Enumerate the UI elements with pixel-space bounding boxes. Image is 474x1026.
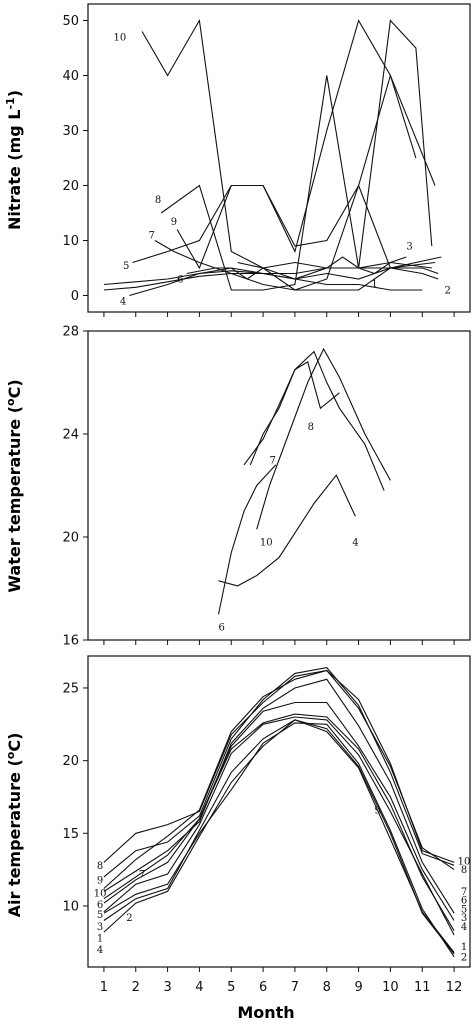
y-tick-label: 10 <box>62 234 79 249</box>
series-line-2 <box>103 722 455 958</box>
water-temperature-y-axis-label: Water temperature (oC) <box>4 379 24 592</box>
series-label-4: 4 <box>352 538 358 549</box>
series-label-10: 10 <box>260 538 273 549</box>
series-line-3 <box>103 716 455 936</box>
x-tick-label: 12 <box>446 980 463 995</box>
series-line-6 <box>217 464 277 615</box>
series-right-label-5: 5 <box>461 904 467 915</box>
series-label-1: 1 <box>371 279 377 290</box>
series-line-7 <box>103 678 455 914</box>
series-right-label-2: 2 <box>461 952 467 963</box>
series-right-label-7: 7 <box>461 887 467 898</box>
series-line-8 <box>103 669 455 871</box>
series-right-label-6: 6 <box>461 896 467 907</box>
x-tick-label: 10 <box>382 980 399 995</box>
plot-frame <box>87 3 471 313</box>
y-tick-label: 10 <box>62 899 79 914</box>
series-label-7: 7 <box>148 231 154 242</box>
x-tick-label: 9 <box>354 980 362 995</box>
series-label-3: 3 <box>97 922 103 933</box>
y-tick-label: 15 <box>62 827 79 842</box>
series-line-4 <box>129 267 439 297</box>
series-label-4: 4 <box>97 945 103 956</box>
y-tick-label: 30 <box>62 124 79 139</box>
series-label-9: 9 <box>374 806 380 817</box>
y-tick-label: 20 <box>62 179 79 194</box>
series-line-3 <box>237 256 407 280</box>
x-tick-label: 6 <box>259 980 267 995</box>
series-label-10: 10 <box>113 33 126 44</box>
series-right-label-8: 8 <box>461 865 467 876</box>
x-tick-label: 7 <box>291 980 299 995</box>
series-line-6 <box>186 261 432 280</box>
nitrate-y-axis-label: Nitrate (mg L-1) <box>4 90 24 230</box>
y-tick-label: 24 <box>62 428 79 443</box>
series-label-5: 5 <box>97 910 103 921</box>
series-label-2: 2 <box>126 913 132 924</box>
series-line-5 <box>132 184 442 269</box>
series-line-1 <box>103 719 455 955</box>
series-label-8: 8 <box>97 861 103 872</box>
y-tick-label: 20 <box>62 531 79 546</box>
x-tick-label: 8 <box>323 980 331 995</box>
series-right-label-4: 4 <box>461 922 467 933</box>
series-line-9 <box>103 667 455 878</box>
series-label-9: 9 <box>171 217 177 228</box>
y-tick-label: 50 <box>62 14 79 29</box>
y-tick-label: 16 <box>62 634 79 649</box>
series-line-6 <box>103 701 455 921</box>
series-label-8: 8 <box>155 195 161 206</box>
series-right-label-10: 10 <box>458 856 471 867</box>
y-tick-label: 0 <box>71 289 79 304</box>
series-label-9: 9 <box>97 875 103 886</box>
series-line-10 <box>103 669 455 889</box>
water-temperature-panel: 16 20 24 28 4 6 7 8 10 <box>62 325 471 649</box>
plot-frame <box>87 655 471 968</box>
series-right-label-3: 3 <box>461 913 467 924</box>
series-label-6: 6 <box>219 623 225 634</box>
x-tick-label: 1 <box>100 980 108 995</box>
series-line-4 <box>218 474 356 587</box>
air-temperature-y-axis-label: Air temperature (oC) <box>4 733 24 918</box>
series-label-6: 6 <box>97 900 103 911</box>
series-line-8 <box>243 350 385 491</box>
series-label-4: 4 <box>120 297 126 308</box>
series-label-1: 1 <box>97 933 103 944</box>
series-right-label-1: 1 <box>461 942 467 953</box>
series-line-10 <box>141 18 436 291</box>
x-axis-label: Month <box>237 1003 294 1022</box>
series-label-7: 7 <box>269 455 275 466</box>
y-tick-label: 20 <box>62 754 79 769</box>
series-line-8 <box>160 19 433 291</box>
x-tick-label: 4 <box>195 980 203 995</box>
y-tick-label: 40 <box>62 69 79 84</box>
x-tick-label: 2 <box>132 980 140 995</box>
series-label-10: 10 <box>94 888 107 899</box>
x-tick-label: 3 <box>163 980 171 995</box>
series-label-7: 7 <box>139 869 145 880</box>
series-line-9 <box>176 19 417 270</box>
x-tick-label: 11 <box>414 980 431 995</box>
series-label-3: 3 <box>406 242 412 253</box>
y-tick-label: 28 <box>62 325 79 340</box>
series-label-8: 8 <box>308 422 314 433</box>
series-line-7 <box>249 361 340 466</box>
y-tick-label: 25 <box>62 681 79 696</box>
series-label-6: 6 <box>177 275 183 286</box>
nitrate-panel: 0 10 20 30 40 50 1 2 3 4 5 6 7 89 10 <box>62 3 471 317</box>
x-tick-label: 5 <box>227 980 235 995</box>
series-line-4 <box>103 719 455 953</box>
series-line-5 <box>103 713 455 931</box>
plot-frame <box>87 330 471 641</box>
series-label-2: 2 <box>445 286 451 297</box>
series-line-10 <box>256 347 391 530</box>
series-label-5: 5 <box>123 261 129 272</box>
